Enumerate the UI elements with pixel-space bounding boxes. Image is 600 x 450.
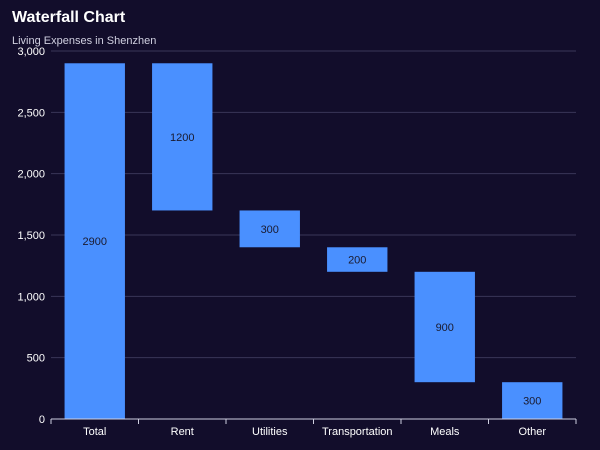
y-tick-label: 3,000 <box>17 46 45 58</box>
chart-title: Waterfall Chart <box>12 9 126 26</box>
chart-subtitle: Living Expenses in Shenzhen <box>12 35 157 47</box>
x-tick-label: Rent <box>171 426 194 438</box>
bars-layer: 2900 1200 300 200 900 300 <box>64 63 563 420</box>
data-label: 1200 <box>170 132 194 144</box>
x-tick-label: Transportation <box>322 426 393 438</box>
data-label: 900 <box>436 322 454 334</box>
bar-other <box>502 382 563 419</box>
data-label: 200 <box>348 255 366 267</box>
y-tick-label: 2,000 <box>17 169 45 181</box>
data-label: 300 <box>261 224 279 236</box>
bar-rent <box>152 63 213 211</box>
bar-utilities <box>239 210 300 248</box>
x-tick-label: Other <box>518 426 546 438</box>
y-tick-label: 1,500 <box>17 230 45 242</box>
data-label: 2900 <box>83 236 107 248</box>
axis-layer: 0 500 1,000 1,500 2,000 2,500 3,000 Total Rent Ut… <box>17 46 577 438</box>
y-tick-label: 0 <box>39 414 45 426</box>
x-tick-label: Meals <box>430 426 460 438</box>
x-tick-label: Total <box>83 426 106 438</box>
y-tick-label: 2,500 <box>17 107 45 119</box>
bar-transportation <box>327 247 388 272</box>
data-label: 300 <box>523 396 541 408</box>
grid-layer <box>51 50 576 359</box>
bar-total <box>64 63 125 420</box>
bar-meals <box>414 271 475 383</box>
y-tick-label: 1,000 <box>17 291 45 303</box>
x-tick-label: Utilities <box>252 426 288 438</box>
y-tick-label: 500 <box>27 353 45 365</box>
